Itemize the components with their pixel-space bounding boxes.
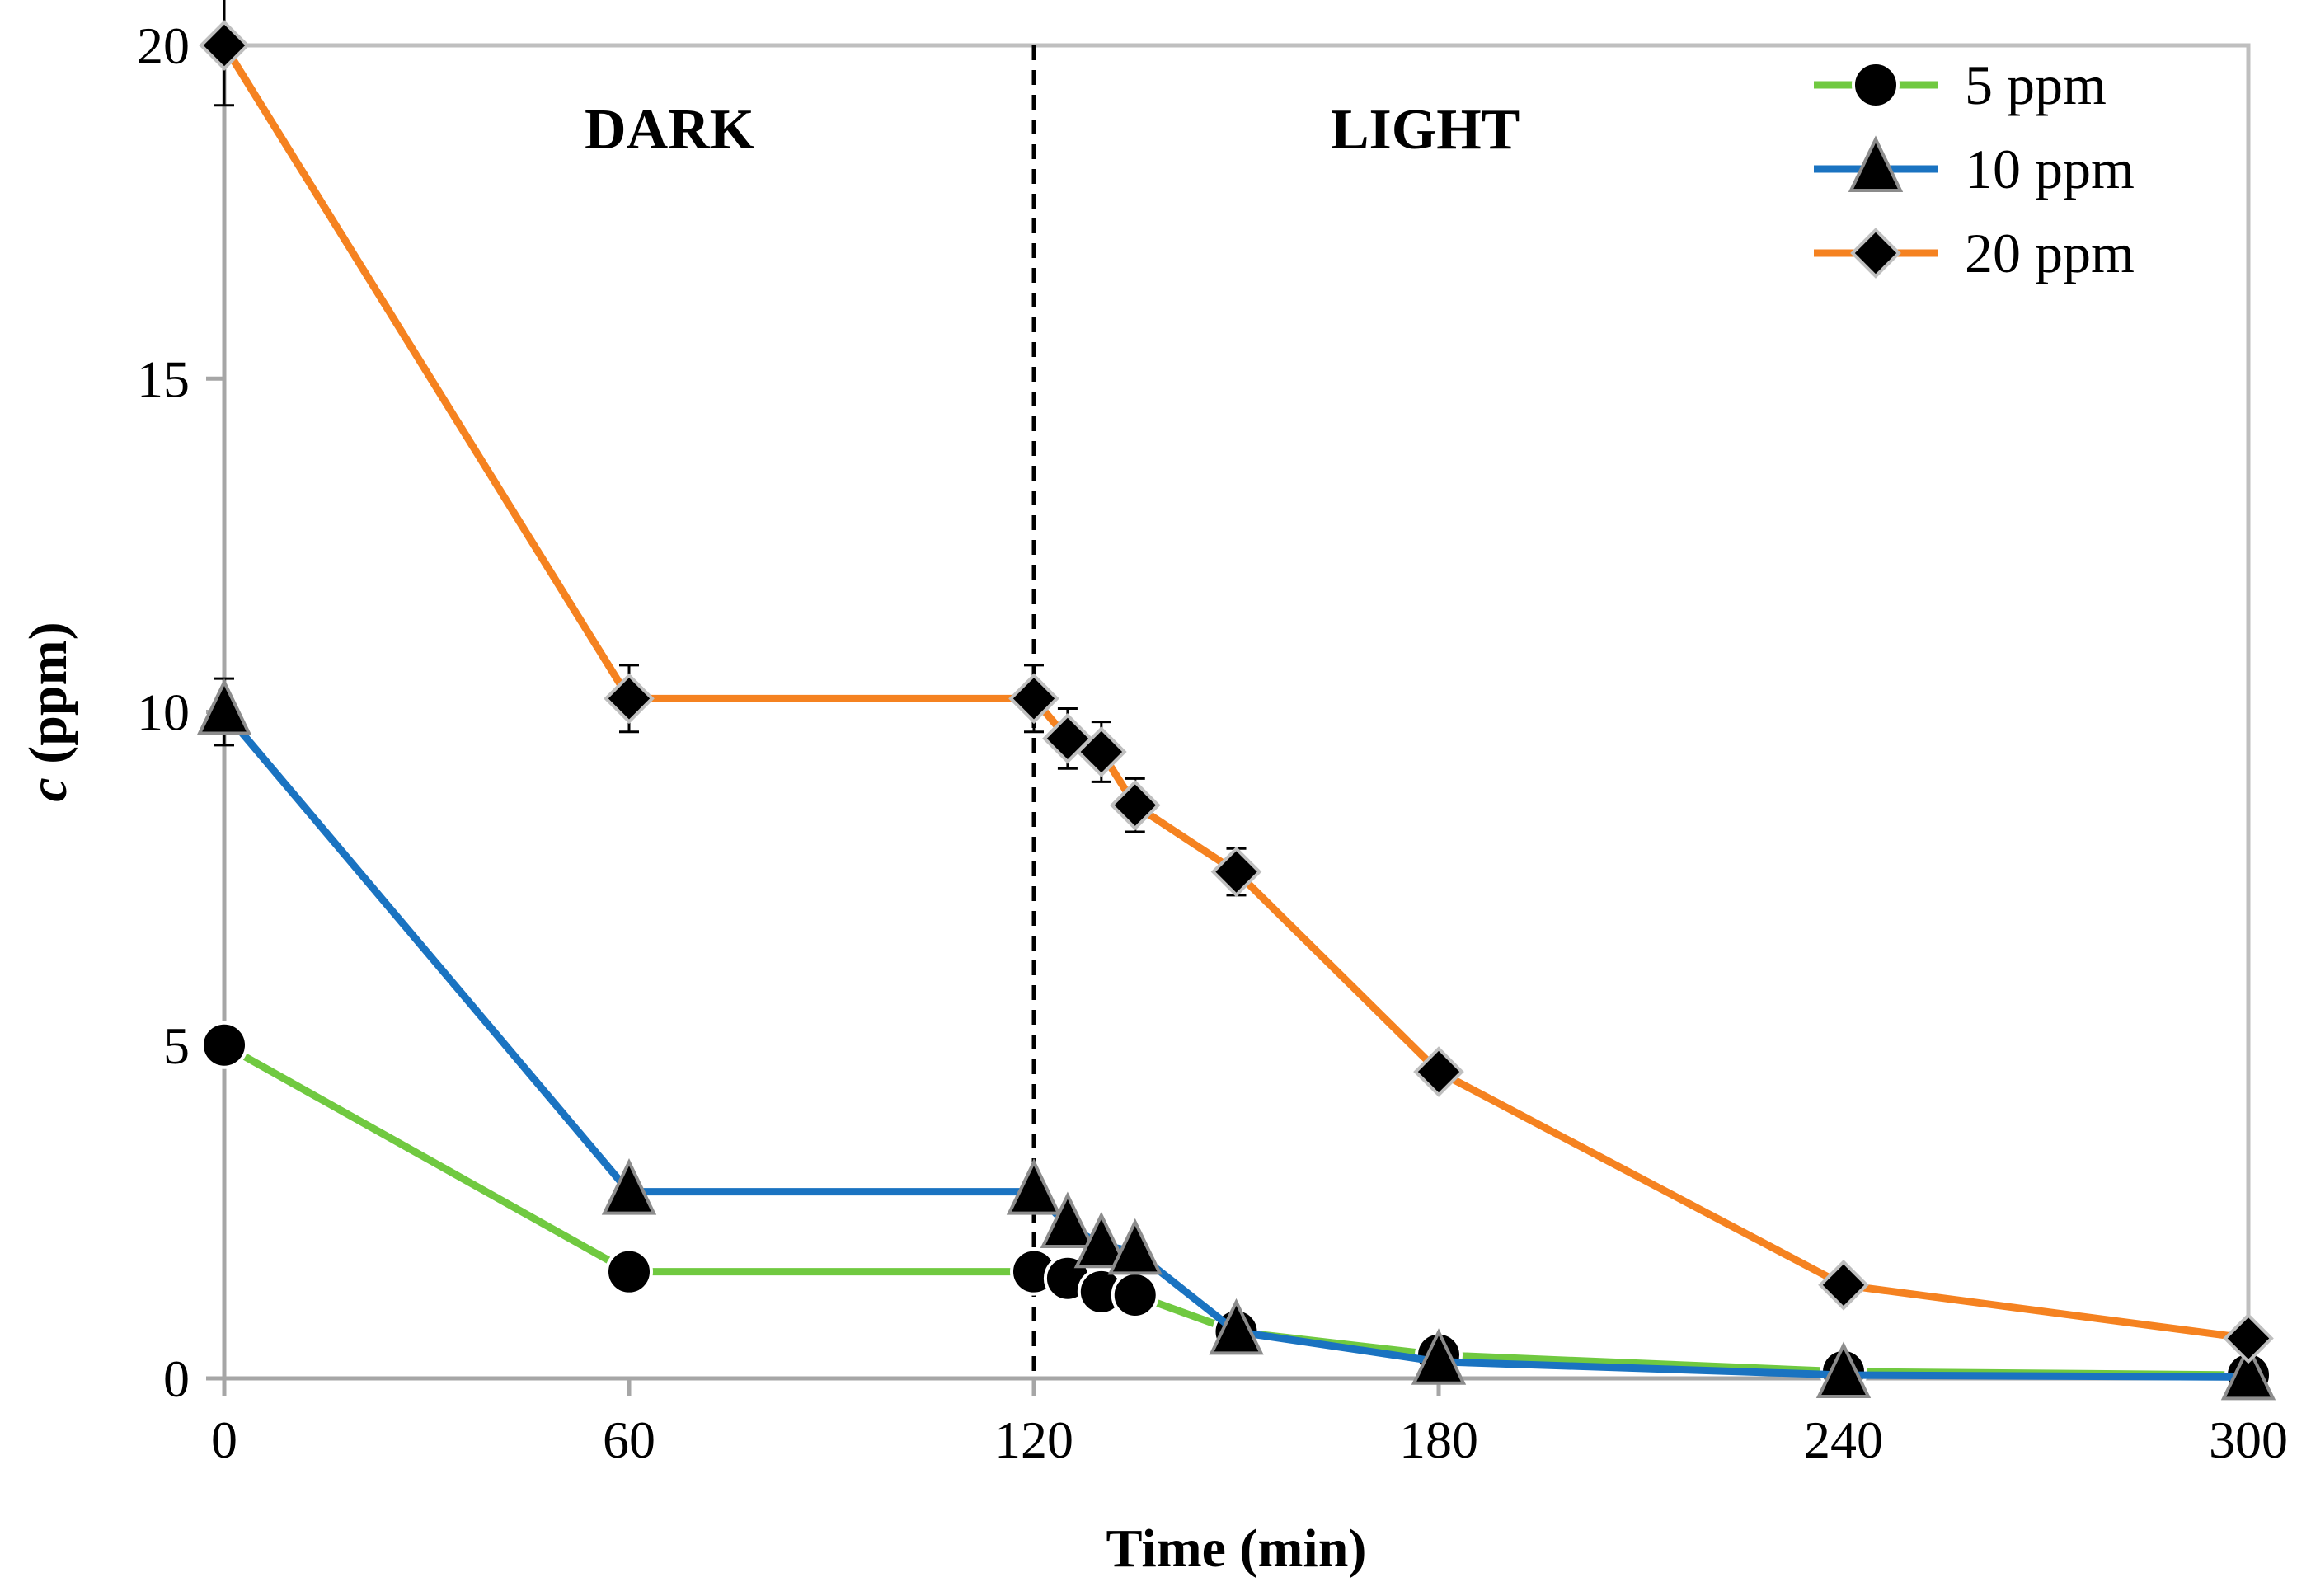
data-point bbox=[1073, 1211, 1130, 1269]
data-point bbox=[1815, 1341, 1872, 1398]
data-point bbox=[1076, 726, 1127, 777]
x-tick-label: 180 bbox=[1399, 1411, 1478, 1469]
series-layer bbox=[196, 0, 2276, 1401]
data-point bbox=[199, 20, 250, 71]
legend-entry: 10 ppm bbox=[1814, 135, 2135, 200]
y-tick-label: 15 bbox=[137, 350, 190, 408]
region-label-dark: DARK bbox=[585, 98, 754, 162]
y-tick-label: 5 bbox=[163, 1016, 190, 1075]
y-axis-title-symbol: c bbox=[18, 777, 78, 801]
data-point bbox=[605, 1247, 653, 1296]
data-point bbox=[200, 1021, 248, 1069]
y-tick-label: 10 bbox=[137, 683, 190, 742]
x-tick-label: 60 bbox=[603, 1411, 655, 1469]
region-label-light: LIGHT bbox=[1331, 98, 1520, 162]
data-point bbox=[1040, 1191, 1096, 1249]
data-point bbox=[1006, 1158, 1062, 1215]
regions-layer: DARK LIGHT bbox=[585, 98, 1520, 162]
y-axis-title: c (ppm) bbox=[18, 622, 78, 801]
data-point bbox=[601, 1158, 657, 1215]
series-20-ppm bbox=[199, 0, 2274, 1364]
y-axis-title-unit: (ppm) bbox=[18, 622, 78, 777]
legend-label: 20 ppm bbox=[1965, 222, 2135, 284]
data-point bbox=[1107, 1218, 1163, 1275]
data-point bbox=[604, 673, 655, 725]
data-point bbox=[1818, 1259, 1869, 1311]
x-tick-label: 300 bbox=[2209, 1411, 2288, 1469]
legend-marker bbox=[1848, 135, 1904, 192]
y-tick-label: 0 bbox=[163, 1350, 190, 1408]
x-tick-label: 0 bbox=[211, 1411, 237, 1469]
data-point bbox=[1008, 673, 1059, 725]
data-point bbox=[2220, 1343, 2276, 1401]
x-tick-label: 240 bbox=[1804, 1411, 1883, 1469]
legend-label: 10 ppm bbox=[1965, 138, 2135, 200]
y-tick-label: 20 bbox=[137, 16, 190, 75]
data-point bbox=[1209, 1298, 1264, 1355]
data-point bbox=[196, 678, 252, 735]
legend-marker bbox=[1850, 228, 1901, 279]
x-axis-title: Time (min) bbox=[1106, 1519, 1367, 1579]
data-point bbox=[2223, 1312, 2274, 1364]
legend: 5 ppm 10 ppm 20 ppm bbox=[1814, 54, 2135, 284]
x-tick-label: 120 bbox=[994, 1411, 1073, 1469]
legend-marker bbox=[1852, 61, 1900, 109]
data-point bbox=[1111, 1270, 1159, 1319]
data-point bbox=[1413, 1046, 1464, 1097]
series-line bbox=[221, 43, 2249, 1342]
data-point bbox=[1109, 779, 1161, 831]
legend-entry: 5 ppm bbox=[1814, 54, 2107, 116]
legend-label: 5 ppm bbox=[1965, 54, 2107, 116]
legend-entry: 20 ppm bbox=[1814, 222, 2135, 284]
series-10-ppm bbox=[196, 677, 2276, 1401]
data-point bbox=[1210, 846, 1262, 898]
data-point bbox=[1411, 1328, 1467, 1385]
